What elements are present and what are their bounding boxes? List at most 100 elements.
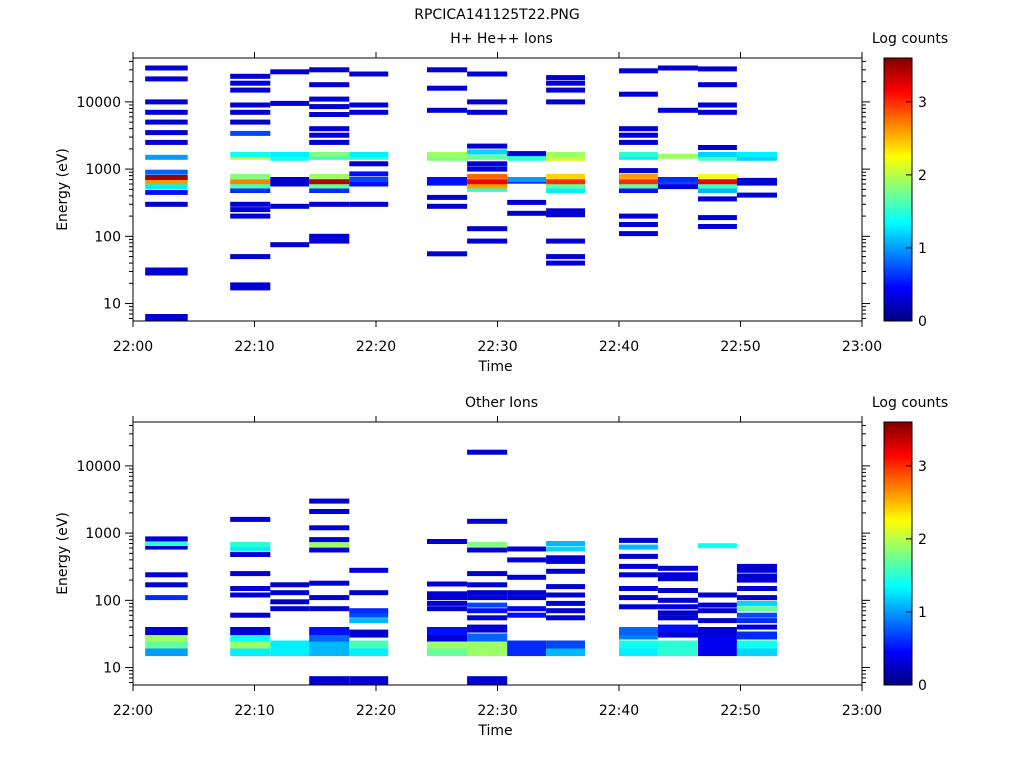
heatmap-cell <box>309 188 350 193</box>
heatmap-cell <box>546 152 585 157</box>
heatmap-cell <box>427 648 468 657</box>
heatmap-cell <box>657 107 698 113</box>
heatmap-cell <box>546 87 585 93</box>
heatmap-cell <box>736 586 777 591</box>
heatmap-cell <box>145 139 188 145</box>
heatmap-cell <box>309 238 350 244</box>
heatmap-cell <box>619 563 658 569</box>
heatmap-cell <box>467 186 508 192</box>
heatmap-cell <box>349 109 389 115</box>
heatmap-cell <box>546 608 585 614</box>
heatmap-cell <box>349 181 389 187</box>
heatmap-cell <box>619 222 658 227</box>
x-tick-label: 22:00 <box>113 339 153 355</box>
heatmap-cell <box>736 648 777 657</box>
heatmap-cell <box>309 580 350 586</box>
heatmap-cell <box>427 251 468 257</box>
heatmap-cell <box>546 558 585 564</box>
heatmap-cell <box>698 109 737 115</box>
heatmap-cell <box>736 180 777 186</box>
heatmap-cell <box>309 509 350 514</box>
heatmap-cell <box>427 539 468 544</box>
heatmap-cell <box>309 67 350 73</box>
heatmap-cell <box>145 314 188 321</box>
heatmap-cell <box>619 173 658 179</box>
heatmap-cell <box>507 606 547 612</box>
heatmap-cell <box>145 544 188 550</box>
heatmap-cell <box>145 633 188 642</box>
colorbar-tick-label: 0 <box>918 678 927 694</box>
heatmap-cell <box>230 102 271 108</box>
x-tick-label: 22:00 <box>113 703 153 719</box>
heatmap-cell <box>736 631 777 640</box>
heatmap-cell <box>309 179 350 185</box>
heatmap-cell <box>230 109 271 115</box>
heatmap-cell <box>619 537 658 543</box>
heatmap-cell <box>546 188 585 193</box>
heatmap-cell <box>619 572 658 578</box>
heatmap-cell <box>467 676 508 685</box>
heatmap-cell <box>230 207 271 213</box>
heatmap-cell <box>309 233 350 239</box>
heatmap-cell <box>230 552 271 557</box>
heatmap-cell <box>145 648 188 657</box>
panel-other-ions: Other Ions 22:00 22:10 22:20 22:30 22:40 22:50… <box>55 395 948 739</box>
heatmap-cell <box>309 104 350 110</box>
heatmap-cell <box>698 648 737 657</box>
y-axis-label: Energy (eV) <box>55 148 71 231</box>
colorbar <box>883 421 913 686</box>
heatmap-cell <box>230 87 271 93</box>
heatmap-cell <box>145 65 188 71</box>
heatmap-cell <box>467 624 508 633</box>
heatmap-cell <box>230 80 271 86</box>
heatmap-cell <box>349 102 389 108</box>
panel-title: Other Ions <box>465 395 538 411</box>
heatmap-cell <box>619 627 658 635</box>
heatmap-cell <box>736 567 777 573</box>
heatmap-cell <box>230 119 271 125</box>
x-tick-label: 22:10 <box>234 339 274 355</box>
heatmap-cell <box>736 177 777 183</box>
heatmap-cell <box>736 618 777 624</box>
y-tick-label: 10 <box>103 661 121 677</box>
heatmap-cell <box>507 590 547 596</box>
heatmap-cell <box>230 516 271 522</box>
heatmap-cell <box>230 173 271 179</box>
heatmap-cell <box>467 602 508 608</box>
x-tick-label: 22:40 <box>599 339 639 355</box>
heatmap-cell <box>698 224 737 229</box>
y-tick-label: 1000 <box>85 162 121 178</box>
y-axis-label: Energy (eV) <box>55 512 71 595</box>
heatmap-cell <box>507 574 547 580</box>
heatmap-cell <box>698 543 737 549</box>
heatmap-cell <box>736 577 777 583</box>
heatmap-cell <box>507 210 547 216</box>
heatmap-cell <box>546 592 585 598</box>
colorbar-tick-label: 1 <box>918 241 927 257</box>
x-tick-label: 22:30 <box>477 703 517 719</box>
heatmap-cell <box>507 151 547 157</box>
heatmap-cell <box>546 555 585 561</box>
colorbar-label: Log counts <box>872 31 948 47</box>
heatmap-cell <box>698 173 737 179</box>
colorbar-tick-label: 2 <box>918 168 927 184</box>
x-tick-label: 22:10 <box>234 703 274 719</box>
heatmap-cell <box>619 586 658 591</box>
heatmap-cell <box>619 640 658 649</box>
heatmap-cell <box>657 588 698 593</box>
y-tick-label: 1000 <box>85 526 121 542</box>
heatmap-cell <box>349 177 389 182</box>
heatmap-cell <box>546 254 585 260</box>
heatmap-cell <box>698 152 737 157</box>
heatmap-cell <box>145 175 188 180</box>
heatmap-cell <box>230 648 271 657</box>
heatmap-cell <box>467 154 508 160</box>
heatmap-cell <box>546 80 585 86</box>
heatmap-cell <box>467 99 508 105</box>
heatmap-cell <box>427 640 468 649</box>
heatmap-cell <box>427 155 468 161</box>
heatmap-cell <box>145 76 188 82</box>
heatmap-cell <box>507 557 547 563</box>
heatmap-cell <box>270 177 310 182</box>
heatmap-cell <box>467 541 508 547</box>
